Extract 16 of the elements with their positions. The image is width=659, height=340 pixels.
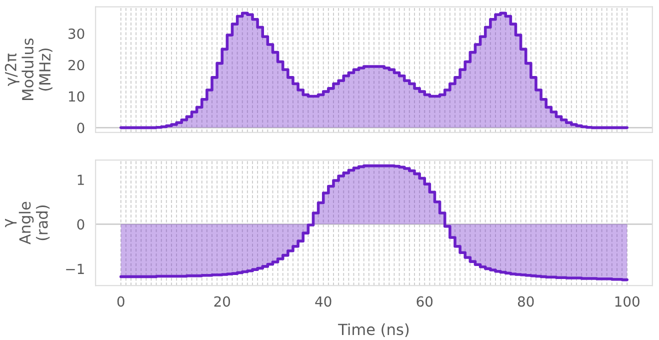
y-tick-label: 1: [78, 174, 84, 185]
x-axis-title: Time (ns): [338, 323, 409, 337]
y-tick-label: 0: [77, 122, 84, 134]
y-tick-label: 30: [68, 28, 84, 39]
x-tick-label: 60: [416, 296, 433, 307]
y-axis-title: γ Angle (rad): [5, 202, 50, 244]
y-axis-title: γ/2π Modulus (MHz): [4, 38, 52, 100]
y-tick-label: 20: [68, 60, 84, 70]
y-tick-label: 10: [68, 91, 84, 102]
y-tick-label: 0: [77, 219, 84, 230]
x-tick-label: 100: [615, 296, 640, 307]
x-tick-label: 0: [117, 296, 124, 307]
x-tick-label: 40: [315, 296, 332, 307]
x-tick-label: 20: [214, 296, 230, 307]
x-tick-label: 80: [518, 296, 534, 307]
y-tick-label: −1: [66, 264, 84, 274]
